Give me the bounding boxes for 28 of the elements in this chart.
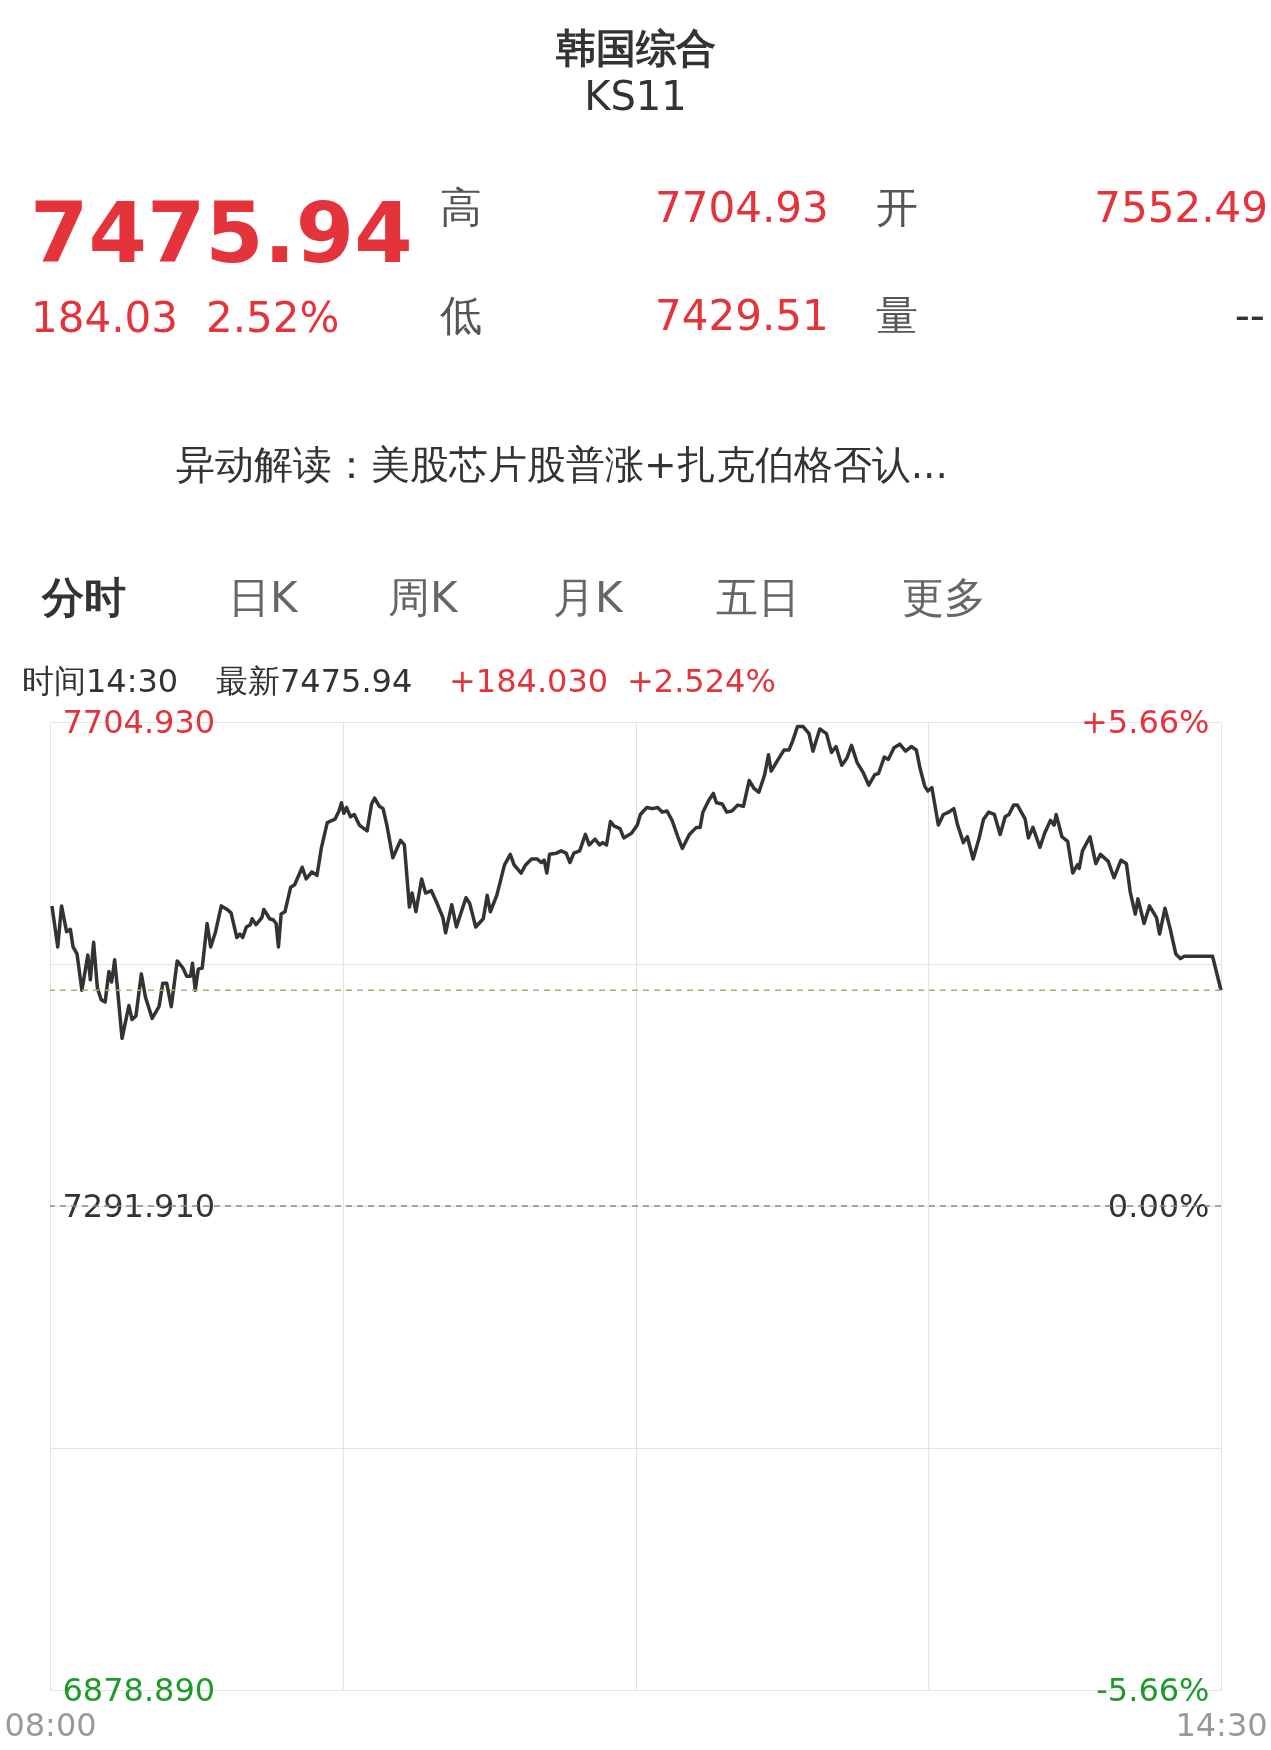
y-tick-label: 7291.910: [62, 1186, 216, 1225]
text: 周K: [388, 573, 459, 622]
text: 低: [440, 291, 482, 340]
text: 最新7475.94: [216, 662, 413, 700]
text: 开: [876, 183, 918, 232]
y2-tick-label: 0.00%: [1107, 1186, 1210, 1225]
text: 五日: [716, 573, 800, 622]
text: 高: [440, 183, 482, 232]
text: 7429.51: [655, 291, 829, 340]
text: 量: [876, 291, 918, 340]
text: --: [1234, 291, 1265, 340]
text: 异动解读：美股芯片股普涨+扎克伯格否认...: [176, 442, 948, 487]
y-tick-label: 7704.930: [62, 702, 216, 741]
text: 7704.93: [655, 183, 829, 232]
text: 分时: [41, 573, 126, 622]
chart-title: 韩国综合: [554, 25, 716, 71]
y2-tick-label: +5.66%: [1081, 702, 1210, 741]
text: 月K: [553, 573, 624, 622]
text: +2.524%: [627, 662, 776, 700]
chart-subtitle: KS11: [584, 73, 687, 119]
text: 7552.49: [1094, 183, 1268, 232]
text: 日K: [228, 573, 299, 622]
text: 时间14:30: [22, 662, 179, 700]
text: 更多: [902, 573, 986, 622]
text: 7475.94: [30, 184, 413, 282]
text: 184.03: [31, 293, 178, 342]
text: 2.52%: [206, 293, 340, 342]
text: +184.030: [449, 662, 609, 700]
